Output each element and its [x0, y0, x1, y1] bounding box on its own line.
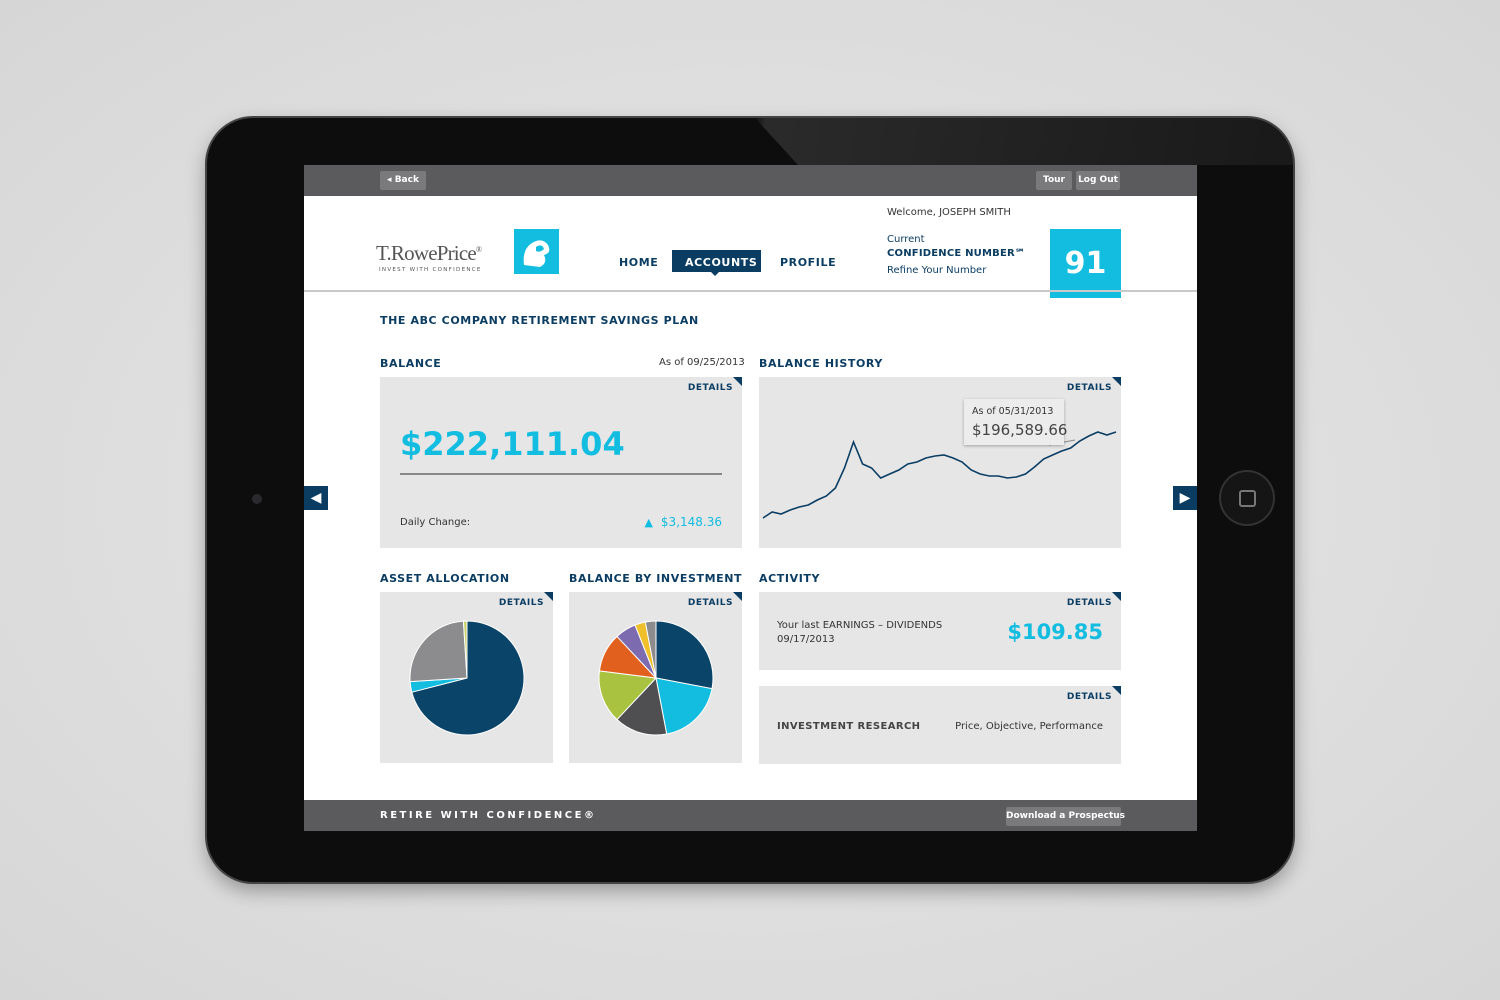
balance-line [762, 431, 1117, 519]
logo-tagline: INVEST WITH CONFIDENCE [379, 267, 482, 273]
balance-card[interactable]: DETAILS $222,111.04 Daily Change: ▲ $3,14… [380, 377, 742, 548]
pie-slice [411, 620, 525, 736]
camera [252, 494, 262, 504]
pie-slice [655, 620, 714, 690]
daily-change: ▲ $3,148.36 [644, 515, 722, 529]
confidence-label: CONFIDENCE NUMBER℠ [887, 248, 1026, 259]
prospectus-button[interactable]: Download a Prospectus [1006, 807, 1125, 826]
pie-slice [462, 620, 468, 679]
daily-change-value: $3,148.36 [660, 515, 722, 529]
asset-allocation-card[interactable]: DETAILS [380, 592, 553, 763]
balance-amount: $222,111.04 [400, 425, 625, 463]
balance-by-investment-card[interactable]: DETAILS [569, 592, 742, 763]
pie-slice [616, 676, 668, 736]
balance-history-chart [762, 431, 1117, 519]
research-card[interactable]: DETAILS INVESTMENT RESEARCH Price, Objec… [759, 686, 1121, 764]
footer-tagline: RETIRE WITH CONFIDENCE® [380, 810, 597, 821]
nav-accounts-arrow [710, 271, 720, 276]
tooltip-date: As of 05/31/2013 [972, 406, 1054, 417]
tour-button[interactable]: Tour [1036, 171, 1072, 190]
research-title: INVESTMENT RESEARCH [777, 721, 921, 732]
pie-slice [644, 620, 657, 679]
balance-as-of: As of 09/25/2013 [659, 357, 745, 368]
nav-profile[interactable]: PROFILE [780, 256, 837, 269]
screen: ◂ Back Tour Log Out T.RowePrice® INVEST … [304, 165, 1197, 831]
activity-text: Your last EARNINGS – DIVIDENDS [777, 620, 943, 631]
prev-arrow[interactable]: ◀ [304, 486, 328, 510]
logout-button[interactable]: Log Out [1076, 171, 1120, 190]
confidence-number: 91 [1050, 229, 1121, 298]
logo-mark: ® [475, 245, 482, 254]
history-title: BALANCE HISTORY [759, 357, 883, 370]
pie-slice [655, 677, 713, 735]
screen-glare [755, 118, 1293, 165]
balance-by-investment-title: BALANCE BY INVESTMENT [569, 572, 743, 585]
activity-title: ACTIVITY [759, 572, 821, 585]
details-link[interactable]: DETAILS [1066, 598, 1112, 608]
header-rule [304, 290, 1197, 292]
pie-slice [598, 670, 658, 721]
details-link[interactable]: DETAILS [687, 598, 733, 608]
confidence-link[interactable]: Refine Your Number [887, 265, 987, 276]
activity-date: 09/17/2013 [777, 634, 835, 645]
tooltip-value: $196,589.66 [972, 421, 1068, 439]
nav-accounts-bg [672, 250, 761, 272]
logo: T.RowePrice® [376, 241, 482, 266]
history-card[interactable]: DETAILS As of 05/31/2013 $196,589.66 [759, 377, 1121, 548]
logo-icon [514, 229, 559, 274]
balance-rule [400, 473, 722, 475]
daily-change-label: Daily Change: [400, 517, 471, 528]
next-arrow[interactable]: ▶ [1173, 486, 1197, 510]
details-link[interactable]: DETAILS [498, 598, 544, 608]
nav-accounts[interactable]: ACCOUNTS [685, 256, 758, 269]
logo-text: T.RowePrice [376, 241, 477, 265]
details-link[interactable]: DETAILS [1066, 383, 1112, 393]
welcome: Welcome, JOSEPH SMITH [887, 207, 1011, 218]
details-link[interactable]: DETAILS [687, 383, 733, 393]
home-button [1221, 472, 1273, 524]
details-link[interactable]: DETAILS [1066, 692, 1112, 702]
confidence-current: Current [887, 234, 925, 245]
pie-slice [409, 620, 468, 683]
tooltip: As of 05/31/2013 $196,589.66 [964, 399, 1068, 445]
activity-card[interactable]: DETAILS Your last EARNINGS – DIVIDENDS 0… [759, 592, 1121, 670]
back-button[interactable]: ◂ Back [380, 171, 426, 190]
nav-home[interactable]: HOME [619, 256, 659, 269]
balance-by-investment-pie [598, 620, 714, 736]
asset-allocation-pie [409, 620, 525, 736]
balance-title: BALANCE [380, 357, 442, 370]
activity-amount: $109.85 [1007, 620, 1103, 644]
back-label[interactable]: Back [394, 175, 419, 185]
plan-title: THE ABC COMPANY RETIREMENT SAVINGS PLAN [380, 314, 699, 327]
asset-allocation-title: ASSET ALLOCATION [380, 572, 510, 585]
research-text: Price, Objective, Performance [955, 721, 1103, 732]
